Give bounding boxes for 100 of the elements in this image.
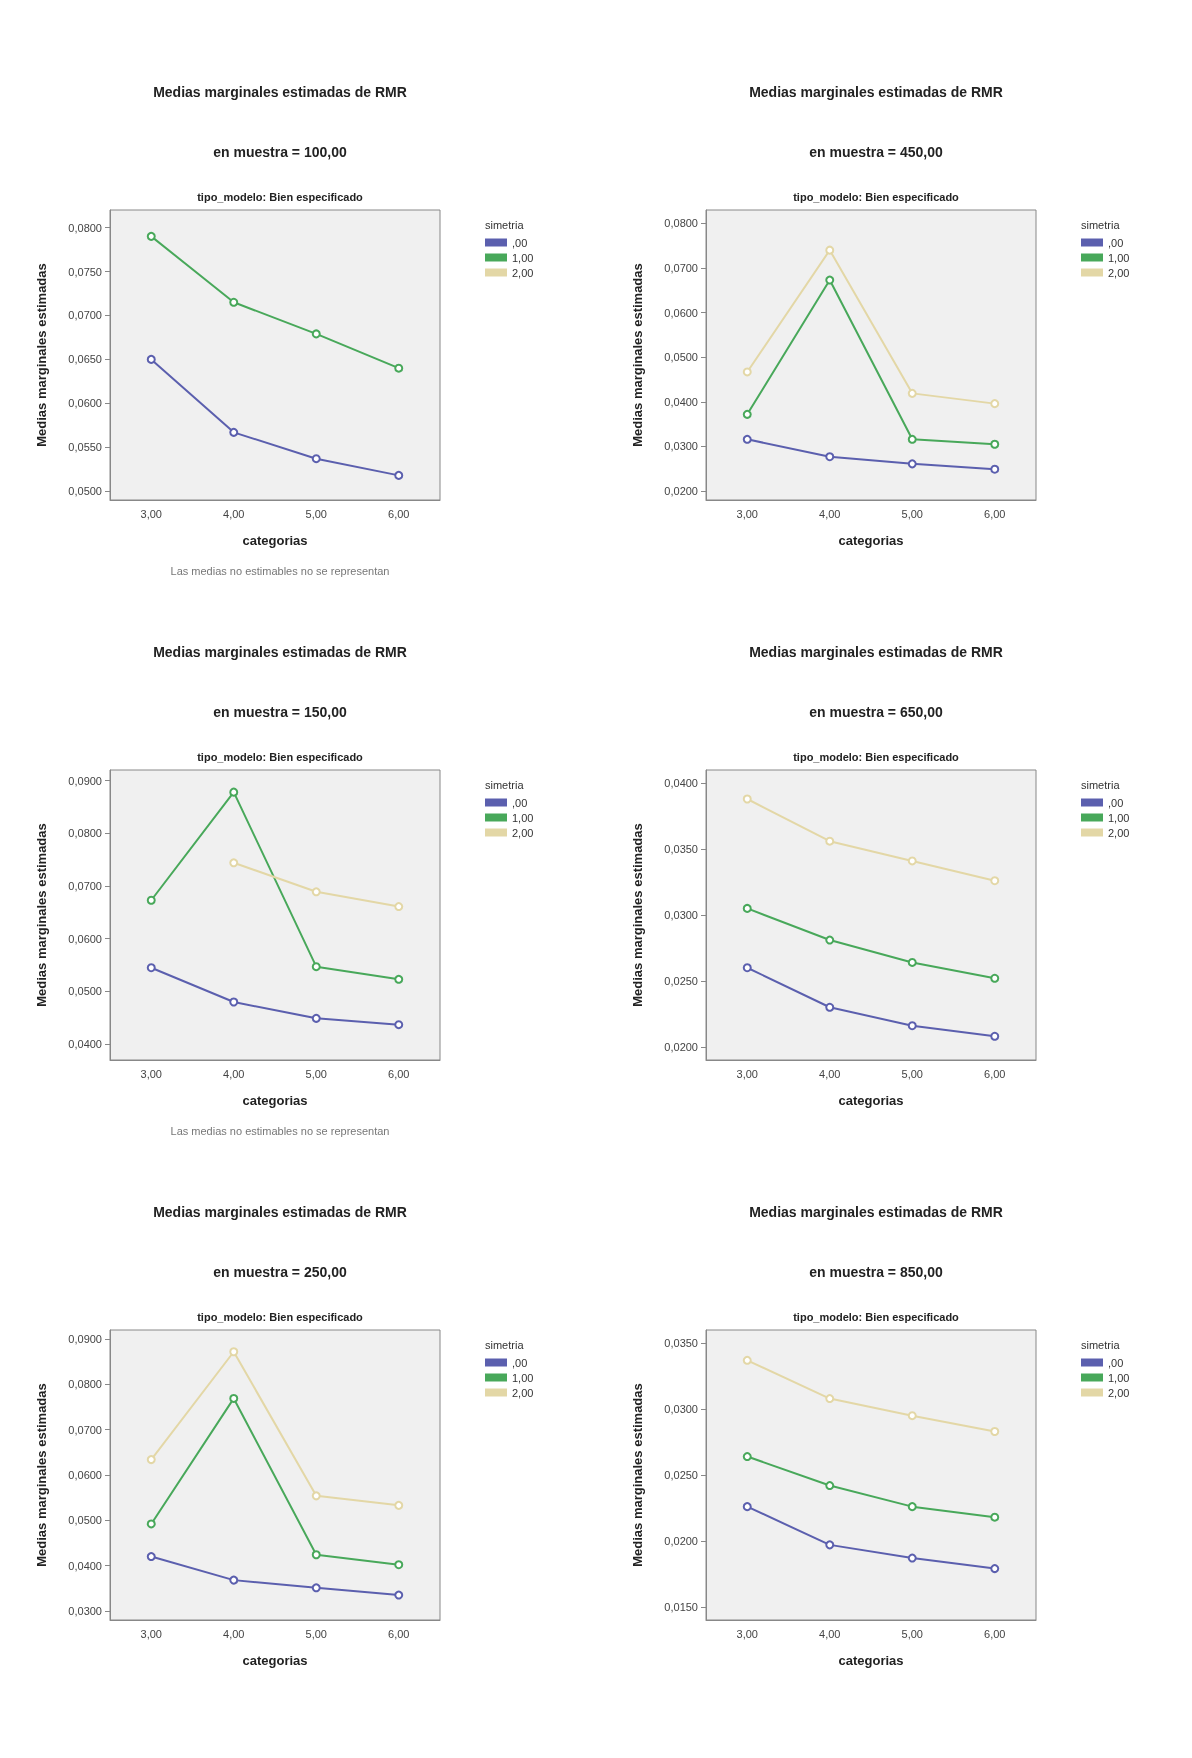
point (229, 427, 239, 437)
y-tick-label: 0,0700 (68, 309, 102, 322)
point (229, 787, 239, 797)
x-tick-label: 5,00 (901, 507, 923, 520)
point (394, 974, 404, 984)
point (146, 1552, 156, 1562)
y-tick-label: 0,0750 (68, 265, 102, 278)
y-tick-label: 0,0300 (68, 1604, 102, 1617)
point (229, 1347, 239, 1357)
y-tick-label: 0,0500 (664, 351, 698, 364)
y-tick-label: 0,0700 (68, 880, 102, 892)
y-tick-label: 0,0350 (664, 843, 698, 856)
point (311, 962, 321, 972)
point (146, 1455, 156, 1465)
point (990, 973, 1000, 983)
point (229, 997, 239, 1007)
legend-label: 2,00 (1108, 826, 1130, 839)
text: tipo_modelo: Bien especificado (197, 1310, 364, 1323)
point (907, 388, 917, 398)
point (742, 903, 752, 913)
point (394, 1500, 404, 1510)
y-tick-label: 0,0150 (664, 1600, 698, 1613)
text: Las medias no estimables no se representan (170, 1124, 390, 1137)
point (825, 935, 835, 945)
point (394, 363, 404, 373)
y-tick-label: 0,0650 (68, 353, 102, 366)
point (907, 459, 917, 469)
point (742, 963, 752, 973)
x-tick-label: 5,00 (305, 1627, 327, 1640)
legend-title: simetria (1081, 778, 1121, 791)
point (825, 275, 835, 285)
y-tick-label: 0,0600 (664, 306, 698, 319)
y-tick-label: 0,0700 (68, 1423, 102, 1436)
point (990, 439, 1000, 449)
chart-subtitle: en muestra = 450,00 (809, 144, 943, 160)
y-tick-label: 0,0800 (68, 827, 102, 840)
y-tick-label: 0,0300 (664, 1403, 698, 1416)
y-tick-label: 0,0600 (68, 397, 102, 410)
chart-subtitle: en muestra = 100,00 (213, 144, 347, 160)
y-tick-label: 0,0500 (68, 1514, 102, 1527)
x-axis-title: categorias (242, 1653, 308, 1668)
x-tick-label: 4,00 (223, 507, 245, 520)
text: Las medias no estimables no se representan (170, 564, 390, 577)
x-tick-label: 6,00 (984, 1627, 1006, 1640)
y-tick-label: 0,0200 (664, 485, 698, 498)
legend-title: simetria (1081, 218, 1121, 231)
point (990, 1564, 1000, 1574)
y-tick-label: 0,0300 (664, 440, 698, 453)
x-tick-label: 4,00 (819, 1067, 841, 1080)
y-tick-label: 0,0600 (68, 932, 102, 945)
point (742, 794, 752, 804)
point (990, 399, 1000, 409)
y-tick-label: 0,0400 (68, 1038, 102, 1051)
point (742, 409, 752, 419)
y-tick-label: 0,0300 (664, 909, 698, 921)
x-tick-label: 5,00 (901, 1627, 923, 1640)
text: tipo_modelo: Bien especificado (793, 1310, 960, 1323)
point (311, 329, 321, 339)
y-tick-label: 0,0500 (68, 485, 102, 498)
x-tick-label: 4,00 (819, 507, 841, 520)
point (311, 1013, 321, 1023)
point (311, 1583, 321, 1593)
point (990, 876, 1000, 886)
chart-title: Medias marginales estimadas de RMR (153, 84, 407, 100)
legend-title: simetria (485, 1338, 525, 1351)
chart-title: Medias marginales estimadas de RMR (749, 644, 1003, 660)
y-axis-title: Medias marginales estimadas (630, 1383, 645, 1567)
x-tick-label: 3,00 (736, 1627, 758, 1640)
x-tick-label: 5,00 (901, 1067, 923, 1080)
legend-label: 2,00 (512, 1386, 534, 1399)
y-tick-label: 0,0900 (68, 774, 102, 787)
legend-label: 1,00 (512, 1371, 534, 1384)
point (742, 1452, 752, 1462)
point (907, 1021, 917, 1031)
y-axis-title: Medias marginales estimadas (34, 1383, 49, 1567)
point (146, 963, 156, 973)
x-tick-label: 4,00 (819, 1627, 841, 1640)
y-tick-label: 0,0200 (664, 1534, 698, 1547)
point (907, 1411, 917, 1421)
point (394, 470, 404, 480)
text: tipo_modelo: Bien especificado (197, 190, 364, 203)
legend-label: 1,00 (1108, 1371, 1130, 1384)
legend-label: ,00 (1108, 1356, 1124, 1369)
point (146, 895, 156, 905)
x-tick-label: 4,00 (223, 1627, 245, 1640)
text: tipo_modelo: Bien especificado (793, 750, 960, 763)
x-axis-title: categorias (838, 1093, 904, 1108)
point (742, 1355, 752, 1365)
chart-subtitle: en muestra = 250,00 (213, 1264, 347, 1280)
y-axis-title: Medias marginales estimadas (34, 823, 49, 1007)
y-tick-label: 0,0200 (664, 1040, 698, 1053)
x-tick-label: 3,00 (736, 507, 758, 520)
x-axis-title: categorias (838, 1653, 904, 1668)
point (229, 297, 239, 307)
x-tick-label: 3,00 (736, 1067, 758, 1080)
point (146, 231, 156, 241)
point (990, 1031, 1000, 1041)
y-tick-label: 0,0900 (68, 1333, 102, 1346)
y-tick-label: 0,0700 (664, 262, 698, 274)
legend-label: ,00 (512, 236, 528, 249)
